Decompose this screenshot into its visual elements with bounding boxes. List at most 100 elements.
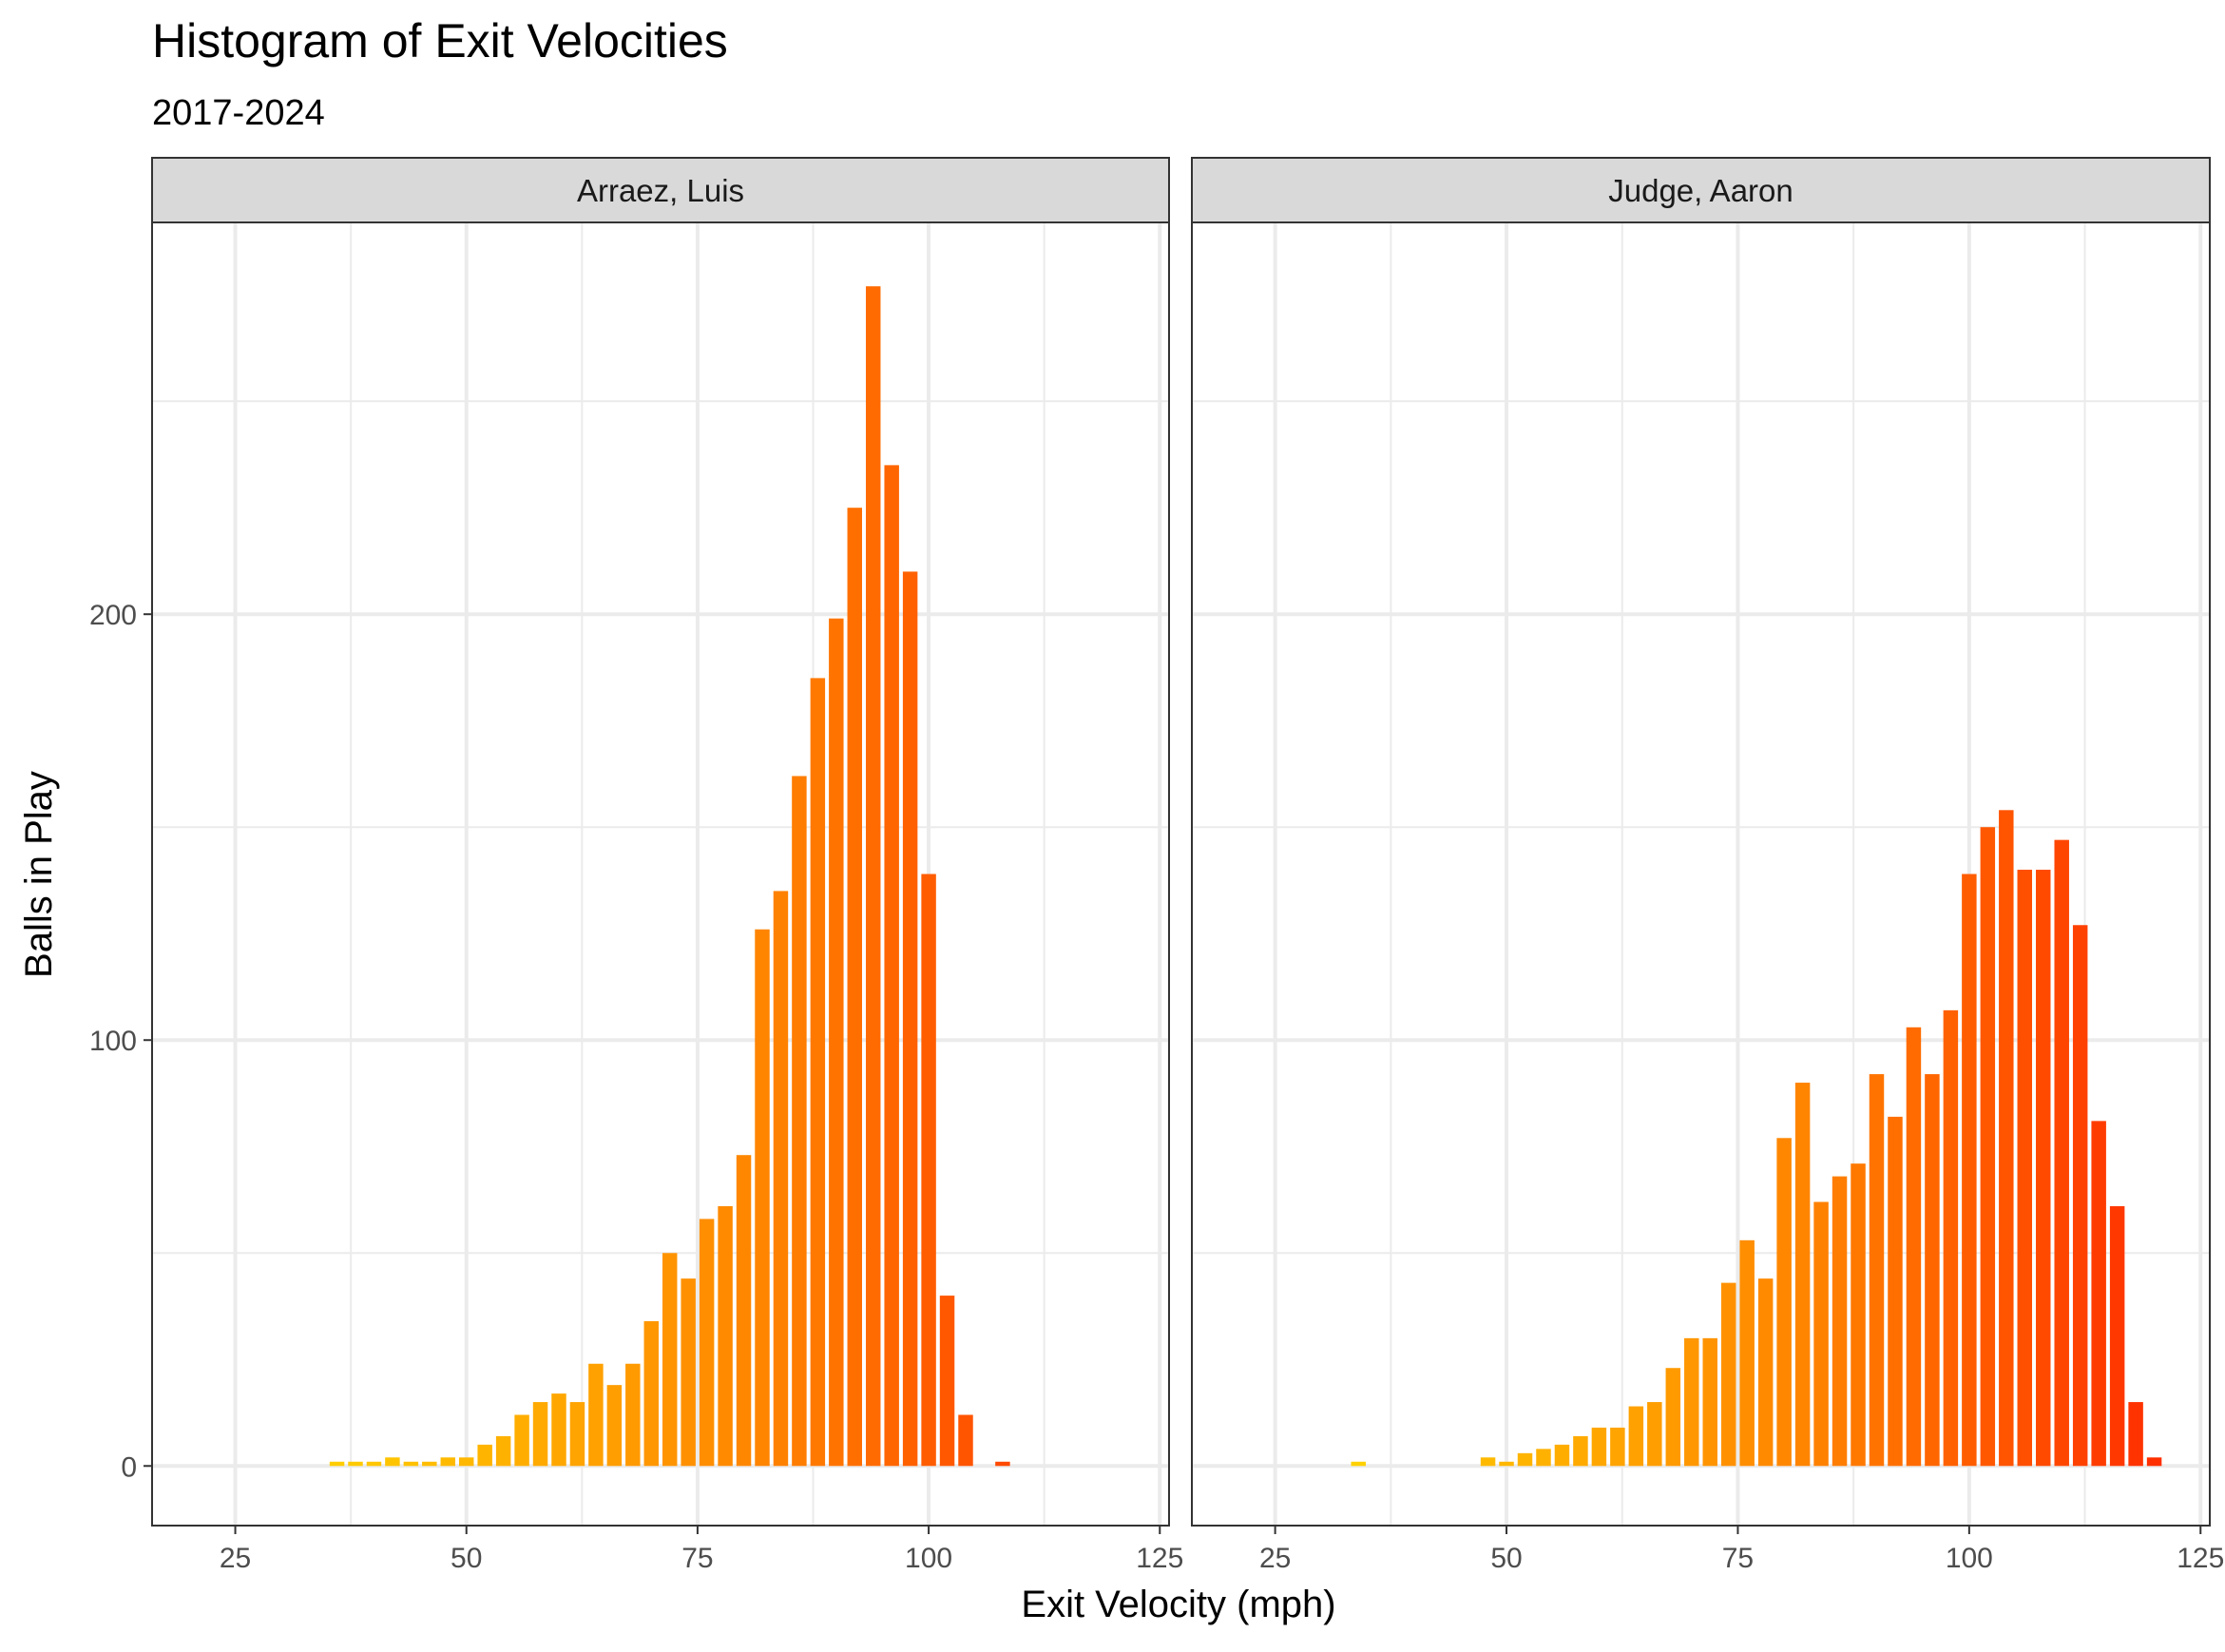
histogram-bar (792, 776, 807, 1467)
histogram-bar (1999, 810, 2014, 1467)
histogram-bar (422, 1461, 437, 1467)
histogram-bar (736, 1155, 752, 1467)
facet-strip-label: Judge, Aaron (1608, 173, 1793, 208)
histogram-bar (1684, 1337, 1699, 1467)
histogram-bar (681, 1278, 696, 1467)
histogram-bar (1499, 1461, 1514, 1467)
x-tick-label: 75 (681, 1543, 713, 1574)
x-tick-label: 50 (451, 1543, 482, 1574)
histogram-bar (495, 1435, 511, 1467)
y-tick-label: 0 (121, 1451, 137, 1483)
y-tick-label: 100 (89, 1026, 137, 1057)
chart-title: Histogram of Exit Velocities (152, 14, 728, 67)
histogram-bar (2109, 1205, 2125, 1467)
histogram-bar (1665, 1368, 1681, 1467)
x-tick-label: 125 (1136, 1543, 1183, 1574)
histogram-bar (1757, 1278, 1774, 1467)
histogram-bar (866, 286, 881, 1467)
histogram-bar (1702, 1337, 1717, 1467)
histogram-bar (569, 1402, 585, 1467)
histogram-bar (1647, 1402, 1662, 1467)
histogram-bar (1720, 1282, 1736, 1467)
histogram-bar (1573, 1435, 1588, 1467)
histogram-bar (810, 678, 826, 1467)
histogram-bar (459, 1457, 474, 1467)
x-tick-label: 50 (1490, 1543, 1522, 1574)
histogram-bar (939, 1296, 955, 1467)
histogram-bar (1591, 1427, 1607, 1467)
histogram-bar (1869, 1074, 1885, 1467)
histogram-bar (1554, 1444, 1570, 1467)
y-tick-label: 200 (89, 600, 137, 631)
histogram-bar (829, 618, 844, 1467)
histogram-bar (1480, 1457, 1496, 1467)
histogram-bar (1925, 1074, 1940, 1467)
x-axis-label: Exit Velocity (mph) (1021, 1584, 1335, 1625)
facet-panels: Arraez, Luis 25 50 75 100 125 0 100 200 Judge, Aa… (89, 157, 2224, 1574)
histogram-bar (1813, 1201, 1829, 1467)
histogram-bar (440, 1457, 455, 1467)
histogram-bar (902, 571, 918, 1467)
chart-subtitle: 2017-2024 (152, 93, 325, 133)
facet-strip (1191, 157, 2211, 223)
histogram-bar (921, 874, 936, 1467)
histogram-bar (2091, 1121, 2106, 1467)
histogram-bar (329, 1461, 345, 1467)
histogram-bar (588, 1363, 604, 1467)
histogram-bar (2054, 839, 2069, 1467)
histogram-bar (884, 465, 899, 1467)
x-tick-label: 125 (2177, 1543, 2224, 1574)
histogram-bar (348, 1461, 363, 1467)
histogram-bar (477, 1444, 492, 1467)
histogram-bar (2146, 1457, 2162, 1467)
histogram-bar (403, 1461, 419, 1467)
facet-strip-label: Arraez, Luis (577, 173, 744, 208)
x-tick-label: 100 (905, 1543, 952, 1574)
y-axis-label: Balls in Play (18, 771, 60, 978)
panel-border (1191, 221, 2211, 1527)
histogram-bar (1610, 1427, 1625, 1467)
histogram-bar (514, 1414, 529, 1467)
histogram-bar (1517, 1452, 1533, 1467)
histogram-bar (366, 1461, 382, 1467)
panel-background (152, 222, 1169, 1526)
histogram-bar (532, 1402, 548, 1467)
histogram-bar (1776, 1138, 1792, 1467)
histogram-bar (1888, 1116, 1903, 1467)
histogram-bar (2128, 1402, 2143, 1467)
histogram-bar (958, 1414, 973, 1467)
histogram-bar (2017, 870, 2033, 1467)
histogram-bar (2036, 870, 2051, 1467)
histogram-bar (1943, 1009, 1959, 1467)
histogram-bar (1794, 1083, 1811, 1467)
histogram-bar (699, 1219, 715, 1467)
histogram-bar (625, 1363, 641, 1467)
histogram-bar (2072, 925, 2088, 1467)
histogram-bar (995, 1461, 1010, 1467)
histogram-bar (606, 1385, 623, 1467)
histogram-bar (1980, 827, 1996, 1467)
histogram-bar (1628, 1406, 1644, 1467)
x-tick-label: 75 (1722, 1543, 1754, 1574)
x-tick-label: 100 (1946, 1543, 1993, 1574)
facet-strip (151, 157, 1170, 223)
facet-panel-2: Judge, Aaron 25 50 75 100 125 (1191, 157, 2224, 1574)
x-tick-label: 25 (1259, 1543, 1291, 1574)
histogram-bar (1851, 1163, 1866, 1467)
histogram-bar (662, 1253, 678, 1467)
histogram-bar (551, 1393, 566, 1467)
histogram-bar (643, 1320, 659, 1467)
histogram-bar (773, 891, 789, 1467)
panel-border (151, 221, 1170, 1527)
histogram-bar (1536, 1449, 1551, 1467)
histogram-bar (1832, 1176, 1848, 1467)
histogram-bar (385, 1457, 400, 1467)
histogram-bar (1906, 1027, 1922, 1467)
histogram-bar (1962, 874, 1977, 1467)
facet-panel-1: Arraez, Luis 25 50 75 100 125 0 100 200 (89, 157, 1183, 1574)
histogram-bar (1739, 1239, 1755, 1467)
histogram-bar (718, 1205, 733, 1467)
histogram-bar (755, 929, 770, 1467)
